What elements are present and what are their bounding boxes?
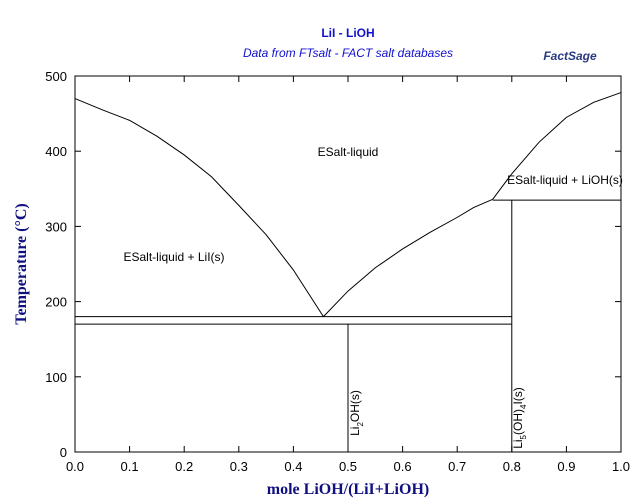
region-label: Li2OH(s): [348, 390, 365, 436]
y-tick-label: 0: [60, 445, 67, 460]
region-label: ESalt-liquid: [318, 145, 379, 159]
label-part: (OH): [511, 409, 525, 435]
logo: FactSage: [543, 49, 597, 63]
subscript: 5: [519, 434, 528, 439]
x-tick-label: 0.2: [175, 459, 193, 474]
x-tick-label: 0.5: [339, 459, 357, 474]
x-tick-label: 0.3: [230, 459, 248, 474]
x-axis-label: mole LiOH/(LiI+LiOH): [267, 481, 429, 498]
y-tick-label: 200: [45, 295, 67, 310]
phase-boundary: [74, 98, 324, 317]
subscript: 2: [356, 422, 365, 427]
region-label: ESalt-liquid + LiOH(s): [507, 173, 623, 187]
region-label: ESalt-liquid + LiI(s): [123, 250, 224, 264]
y-tick-label: 400: [45, 144, 67, 159]
label-part: ESalt-liquid: [318, 145, 379, 159]
label-part: ESalt-liquid + LiI(s): [123, 250, 224, 264]
x-tick-label: 0.0: [66, 459, 84, 474]
label-part: Li: [511, 439, 525, 448]
region-label: Li5(OH)4I(s): [511, 387, 528, 449]
phase-boundary: [492, 92, 622, 200]
x-tick-label: 0.4: [284, 459, 302, 474]
x-tick-label: 0.1: [121, 459, 139, 474]
phase-boundary: [323, 198, 493, 317]
y-tick-label: 300: [45, 219, 67, 234]
y-tick-label: 500: [45, 69, 67, 84]
label-part: ESalt-liquid + LiOH(s): [507, 173, 623, 187]
label-part: OH(s): [348, 390, 362, 422]
chart-subtitle: Data from FTsalt - FACT salt databases: [243, 46, 453, 60]
subscript: 4: [519, 404, 528, 409]
x-tick-label: 0.8: [503, 459, 521, 474]
x-tick-label: 0.9: [557, 459, 575, 474]
label-part: I(s): [511, 387, 525, 404]
chart-title: LiI - LiOH: [321, 26, 374, 40]
y-axis-label: Temperature (°C): [13, 203, 30, 324]
label-part: Li: [348, 427, 362, 436]
x-tick-label: 0.7: [448, 459, 466, 474]
x-tick-label: 1.0: [612, 459, 630, 474]
y-tick-label: 100: [45, 370, 67, 385]
x-tick-label: 0.6: [394, 459, 412, 474]
